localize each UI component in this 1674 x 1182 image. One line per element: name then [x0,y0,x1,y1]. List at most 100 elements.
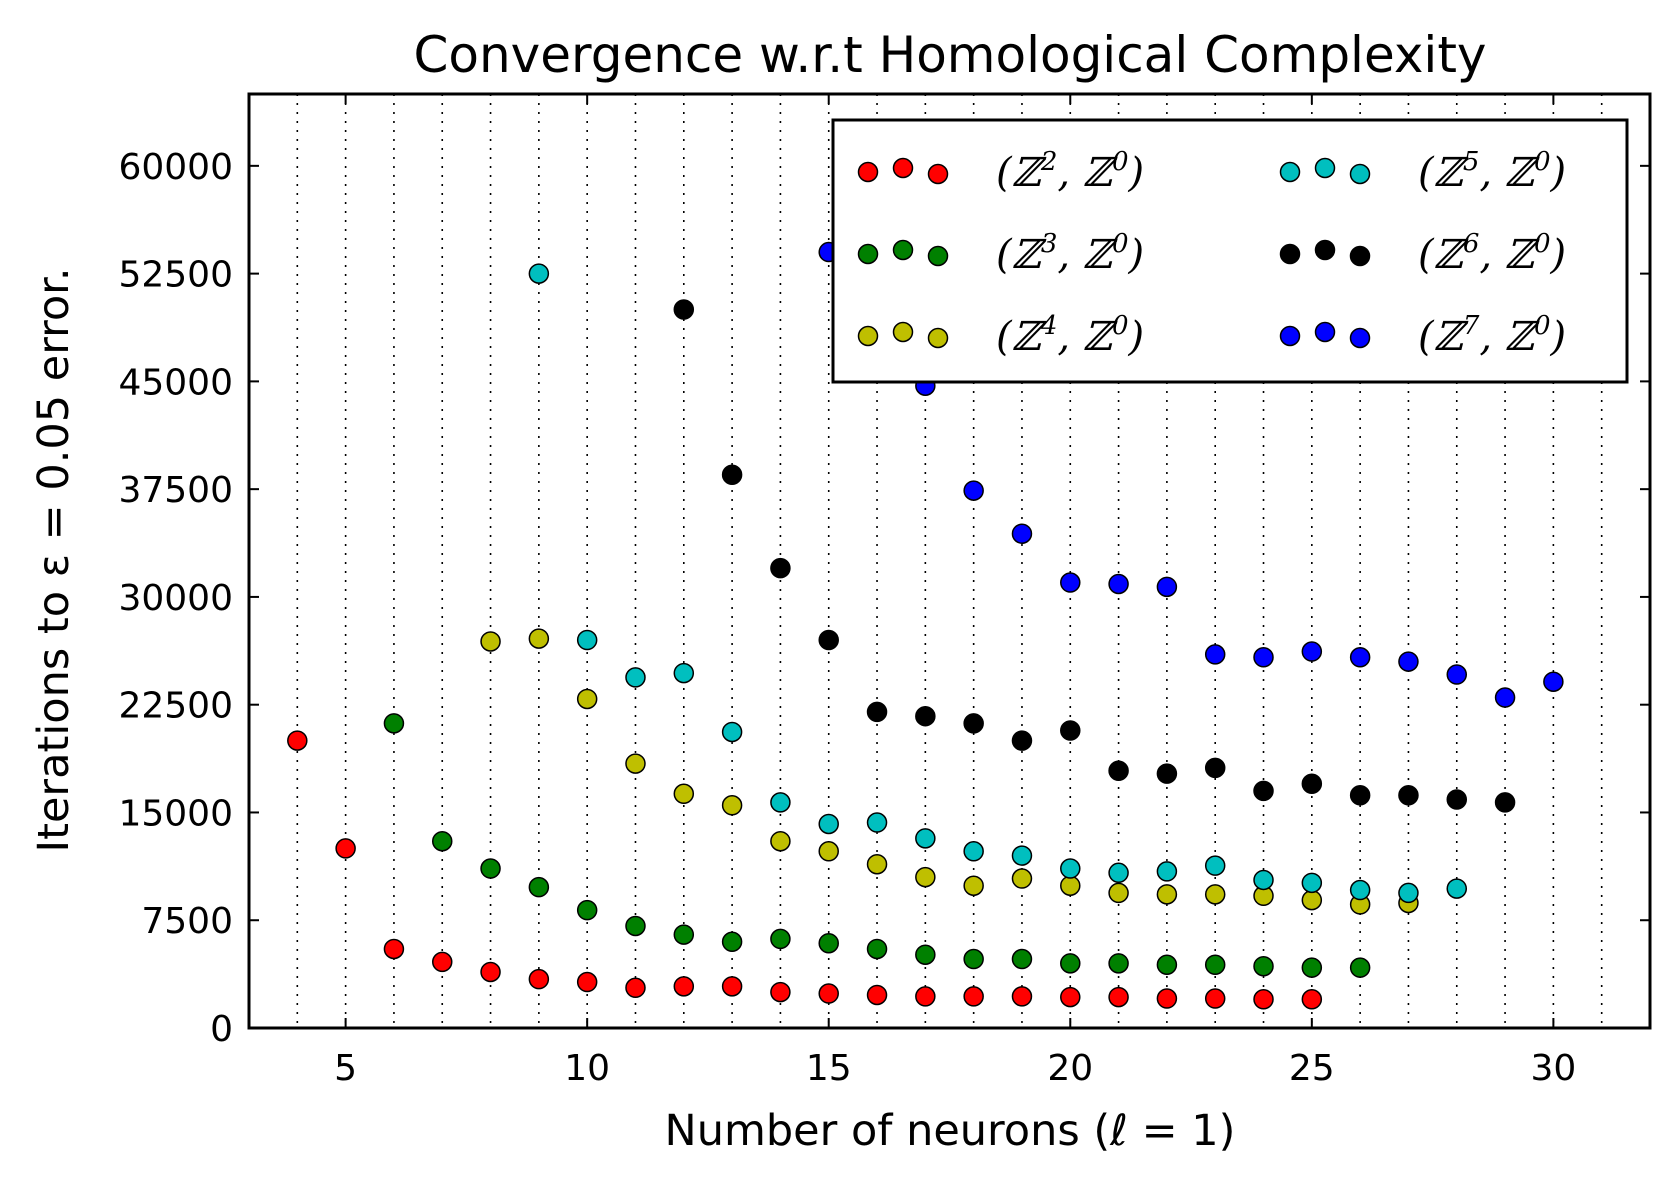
legend-label-part: 0 [1112,229,1129,259]
legend-label-part: ( [996,314,1013,360]
data-point [1543,671,1564,692]
legend-label-part: 4 [1040,311,1058,341]
data-point [576,899,598,921]
data-point [1349,647,1371,668]
legend-label-part: 2 [1040,147,1058,177]
legend-marker [1279,243,1301,265]
data-point [576,629,598,651]
data-point [1011,730,1033,751]
data-point [576,688,598,710]
legend: (ℤ2, ℤ0)(ℤ3, ℤ0)(ℤ4, ℤ0)(ℤ5, ℤ0)(ℤ6, ℤ0)… [831,118,1629,384]
data-point [1301,641,1323,662]
legend-label: (ℤ6, ℤ0) [1418,229,1566,278]
data-point [963,480,984,501]
legend-label-part: ℤ [1434,232,1469,278]
data-point [866,984,888,1006]
x-tick-label: 5 [334,1048,357,1089]
data-point [673,783,695,805]
data-point [866,853,888,875]
data-point [1349,957,1371,978]
data-point [625,915,646,937]
data-point [963,713,984,734]
data-point [528,628,550,649]
legend-label-part: ( [996,150,1013,196]
data-point [431,830,453,852]
data-point [915,944,936,965]
y-tick-label: 0 [210,1009,233,1050]
data-point [915,828,936,849]
legend-label-part: ( [1418,314,1435,360]
data-point [1108,986,1129,1008]
data-point [673,662,695,684]
data-point [480,858,501,879]
data-point [1060,720,1081,741]
x-axis-label: Number of neurons (ℓ = 1) [665,1106,1236,1156]
data-point [1446,878,1468,899]
plot-frame [247,92,1652,1030]
data-point [1108,573,1129,595]
legend-marker [857,325,879,347]
data-point [1156,988,1178,1009]
ticks: 5 10 15 20 25 3007500150002250030000375004500… [118,94,1650,1089]
data-point [528,876,550,898]
y-tick-label: 22500 [118,686,233,727]
data-point [431,951,453,973]
legend-label-part: ( [996,232,1013,278]
legend-label-part: , ℤ [1479,150,1539,196]
data-point [1253,780,1274,802]
x-tick-label: 15 [806,1048,852,1089]
data-point [1060,953,1081,974]
data-point [963,986,984,1007]
legend-marker [1349,327,1371,349]
y-tick-label: 60000 [118,147,233,188]
data-point [963,841,984,862]
data-point [1301,773,1323,794]
legend-marker [857,161,879,183]
data-point [673,976,695,997]
data-point [335,838,356,859]
data-point [1301,872,1323,894]
data-point [1108,953,1129,974]
data-point [721,976,743,997]
data-point [625,977,646,999]
legend-label-part: 0 [1112,147,1129,177]
legend-label-part: , ℤ [1057,232,1117,278]
data-point [818,629,839,651]
x-tick-label: 20 [1047,1048,1093,1089]
x-tick-label: 30 [1530,1048,1576,1089]
data-point [1060,875,1081,896]
data-point [528,968,550,990]
legend-label-part: , ℤ [1057,150,1117,196]
data-point [818,841,839,862]
legend-label-part: 0 [1112,311,1129,341]
legend-label-part: 7 [1463,311,1480,341]
legend-label: (ℤ4, ℤ0) [996,311,1144,360]
data-point [721,721,743,743]
data-point [1204,954,1226,976]
legend-marker [892,321,914,343]
data-point [963,875,984,896]
legend-label-part: , ℤ [1479,232,1539,278]
data-point [1204,644,1226,665]
data-point [1011,845,1033,866]
y-tick-label: 52500 [118,255,233,296]
data-point [1204,884,1226,905]
data-point [1108,862,1129,884]
data-point [721,795,743,816]
data-point [1011,948,1033,970]
data-point [1011,523,1033,544]
data-point [1253,955,1274,977]
data-point [1108,760,1129,782]
legend-label: (ℤ2, ℤ0) [996,147,1144,196]
legend-label-part: ℤ [1012,314,1047,360]
legend-marker [1349,163,1371,185]
legend-marker [1279,325,1301,347]
data-point [1011,986,1033,1007]
legend-label-part: ( [1418,232,1435,278]
data-point [866,812,888,833]
legend-label-part: ) [1550,150,1567,196]
data-point [1204,988,1226,1009]
data-point [625,667,646,688]
legend-label-part: 5 [1463,147,1480,177]
